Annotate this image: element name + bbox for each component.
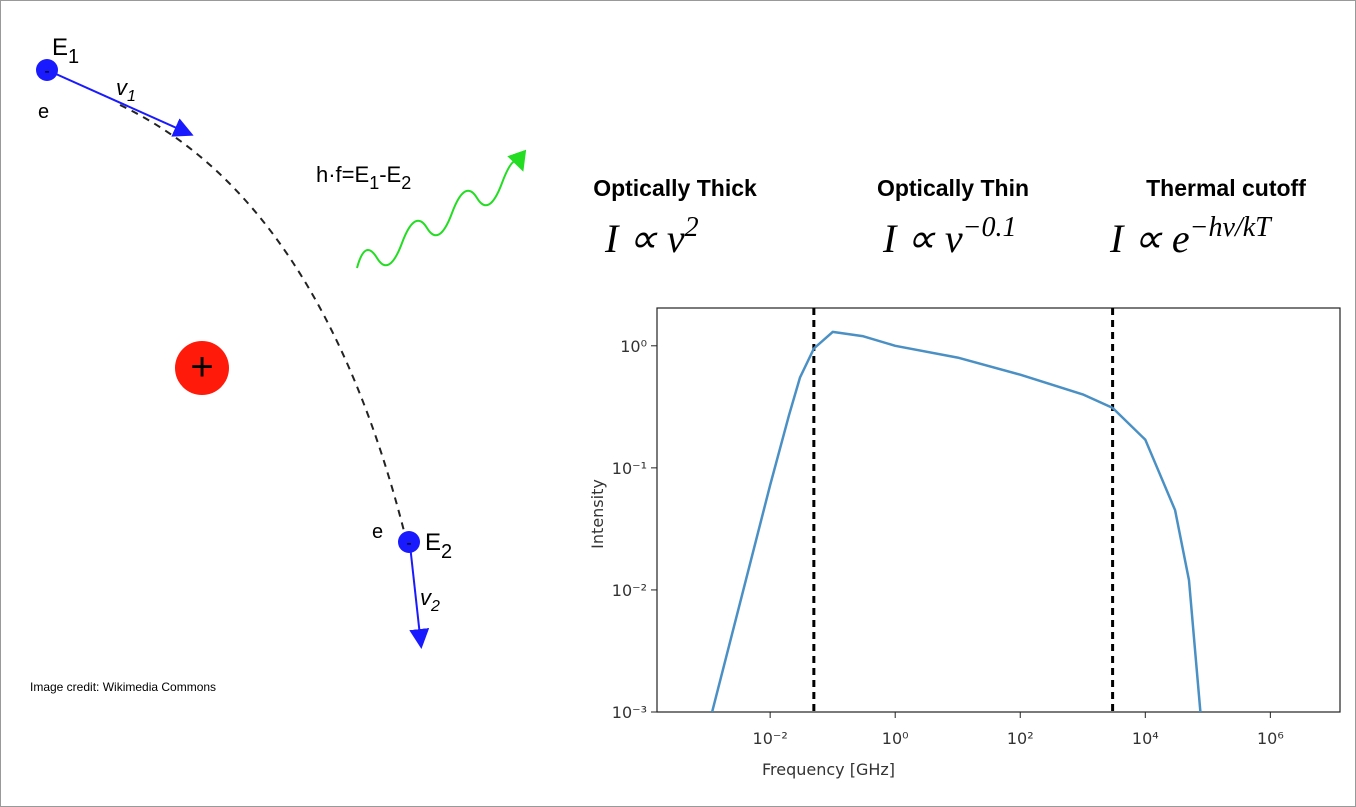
x-tick-label: 10² xyxy=(1007,729,1034,748)
regime-formula: I ∝ ν−0.1 xyxy=(882,212,1017,261)
charge-label: e xyxy=(38,101,49,123)
velocity-arrow xyxy=(409,544,430,649)
charge-label: e xyxy=(372,521,383,543)
x-tick-label: 10⁶ xyxy=(1257,729,1284,748)
regime-formula: I ∝ e−hν/kT xyxy=(1109,212,1273,261)
formula-exponent: −0.1 xyxy=(963,212,1017,243)
y-tick-label: 10⁻³ xyxy=(612,703,647,722)
electron-sign: - xyxy=(406,535,411,552)
x-tick-label: 10⁴ xyxy=(1132,729,1159,748)
energy-label: E2 xyxy=(425,529,452,563)
photon-label-part: 2 xyxy=(401,173,411,193)
x-axis-label: Frequency [GHz] xyxy=(762,760,895,779)
plot-frame xyxy=(656,307,1341,713)
formula-base: I ∝ e xyxy=(1109,216,1190,261)
velocity-arrow xyxy=(46,69,194,137)
regime-title: Optically Thin xyxy=(877,175,1029,201)
photon-wave xyxy=(356,149,527,269)
y-axis-label: Intensity xyxy=(588,479,607,549)
y-tick-label: 10⁻² xyxy=(612,581,647,600)
y-tick-label: 10⁰ xyxy=(620,337,647,356)
photon-label-part: 1 xyxy=(369,173,379,193)
regime-title: Optically Thick xyxy=(593,175,757,201)
electron xyxy=(398,531,420,553)
velocity-label: v1 xyxy=(116,75,136,105)
photon-label-part: -E xyxy=(379,162,401,187)
x-tick-label: 10⁰ xyxy=(882,729,909,748)
electron-sign: - xyxy=(44,63,49,80)
photon-label-part: h·f=E xyxy=(316,162,369,187)
nucleus-sign: + xyxy=(190,345,213,389)
y-tick-label: 10⁻¹ xyxy=(612,459,647,478)
formula-base: I ∝ ν xyxy=(882,216,963,261)
chart: 10⁻² 10⁰ 10² 10⁴ 10⁶ 10⁻³ 10⁻² 10⁻¹ 10⁰ Frequency… xyxy=(588,307,1341,779)
formula-exponent: 2 xyxy=(685,212,699,243)
energy-label: E1 xyxy=(52,34,79,68)
velocity-label: v2 xyxy=(420,585,440,615)
regime-title: Thermal cutoff xyxy=(1146,175,1306,201)
electron xyxy=(36,59,58,81)
regime-formula: I ∝ ν2 xyxy=(604,212,699,261)
formula-exponent: −hν/kT xyxy=(1190,212,1274,243)
intensity-line xyxy=(710,330,1202,712)
nucleus xyxy=(175,341,229,395)
formula-base: I ∝ ν xyxy=(604,216,685,261)
photon-label: h·f=E1-E2 xyxy=(316,162,411,193)
x-tick-label: 10⁻² xyxy=(753,729,788,748)
credit: Image credit: Wikimedia Commons xyxy=(30,680,216,694)
